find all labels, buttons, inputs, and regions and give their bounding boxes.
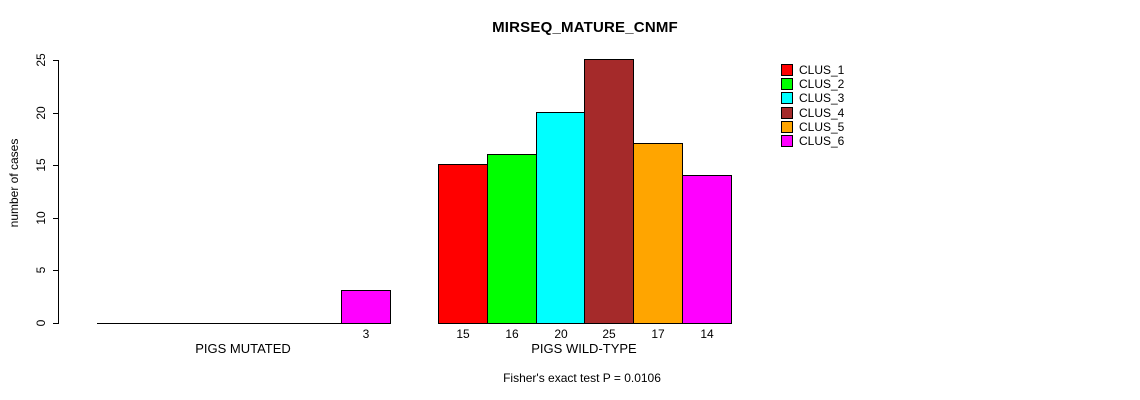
legend-row-clus-5: CLUS_5: [781, 119, 845, 134]
y-tick-label: 10: [34, 211, 48, 225]
fisher-test-caption: Fisher's exact test P = 0.0106: [503, 371, 661, 385]
chart-title: MIRSEQ_MATURE_CNMF: [492, 19, 678, 36]
legend-row-clus-6: CLUS_6: [781, 133, 845, 148]
legend-swatch-clus-6: [781, 134, 793, 147]
legend-swatch-clus-3: [781, 92, 793, 105]
group-label-pigs-mutated: PIGS MUTATED: [195, 341, 291, 356]
y-tick-mark: [53, 323, 59, 324]
bar-clus-1-pigs-wild-type: [438, 164, 488, 324]
legend-row-clus-1: CLUS_1: [781, 63, 845, 77]
y-tick-mark: [53, 270, 59, 271]
y-tick-mark: [53, 60, 59, 61]
bar-clus-5-pigs-mutated-zero: [292, 323, 342, 324]
bar-value-label: 14: [700, 327, 714, 341]
y-axis-line: [58, 60, 59, 324]
y-tick-label: 20: [34, 106, 48, 120]
bar-clus-6-pigs-mutated: [341, 290, 391, 324]
legend: CLUS_1 CLUS_2 CLUS_3 CLUS_4 CLUS_5 CLUS_6: [781, 63, 845, 149]
y-tick-label: 15: [34, 158, 48, 172]
legend-row-clus-2: CLUS_2: [781, 77, 845, 92]
bar-clus-4-pigs-wild-type: [584, 59, 634, 324]
bar-value-label: 15: [456, 327, 470, 341]
bar-clus-2-pigs-mutated-zero: [146, 323, 196, 324]
y-tick-mark: [53, 165, 59, 166]
legend-swatch-clus-5: [781, 120, 793, 133]
legend-label: CLUS_2: [799, 77, 845, 92]
legend-swatch-clus-4: [781, 106, 793, 119]
y-tick-label: 5: [34, 266, 48, 274]
legend-swatch-clus-2: [781, 78, 793, 91]
bar-clus-6-pigs-wild-type: [682, 175, 732, 324]
y-tick-mark: [53, 218, 59, 219]
legend-swatch-clus-1: [781, 64, 793, 76]
legend-label: CLUS_5: [799, 119, 845, 134]
y-tick-mark: [53, 113, 59, 114]
legend-label: CLUS_4: [799, 105, 845, 120]
bar-clus-5-pigs-wild-type: [633, 143, 683, 324]
group-label-pigs-wild-type: PIGS WILD-TYPE: [531, 341, 637, 356]
bar-value-label: 25: [602, 327, 616, 341]
y-tick-label: 0: [34, 319, 48, 327]
legend-row-clus-3: CLUS_3: [781, 91, 845, 106]
bar-clus-4-pigs-mutated-zero: [243, 323, 293, 324]
legend-label: CLUS_6: [799, 133, 845, 148]
bar-value-label: 17: [651, 327, 665, 341]
bar-clus-3-pigs-wild-type: [536, 112, 585, 324]
bar-value-label: 20: [554, 327, 568, 341]
bar-clus-3-pigs-mutated-zero: [195, 323, 244, 324]
bar-clus-2-pigs-wild-type: [487, 154, 537, 324]
bar-value-label: 3: [362, 327, 370, 341]
legend-row-clus-4: CLUS_4: [781, 105, 845, 120]
legend-label: CLUS_1: [799, 63, 845, 77]
legend-label: CLUS_3: [799, 91, 845, 106]
bar-clus-1-pigs-mutated-zero: [97, 323, 147, 324]
bar-value-label: 16: [505, 327, 519, 341]
y-tick-label: 25: [34, 53, 48, 67]
